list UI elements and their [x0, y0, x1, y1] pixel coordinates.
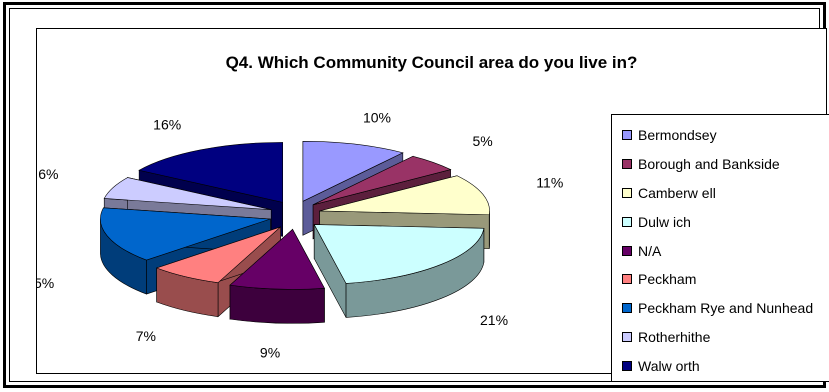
data-label-peckham-rye-and-nunhead: 15%	[37, 275, 54, 291]
legend-item-peckham-rye-and-nunhead: Peckham Rye and Nunhead	[622, 294, 829, 323]
data-label-peckham: 7%	[136, 328, 156, 344]
pie-slice-dulwich	[313, 224, 485, 318]
legend-label: Walw orth	[638, 357, 700, 374]
legend-swatch	[622, 216, 632, 227]
legend-label: Peckham Rye and Nunhead	[638, 300, 814, 317]
legend-swatch	[622, 187, 632, 198]
pie-slice-n-a	[229, 228, 325, 324]
chart-outer-frame: 10% 5% 11% 21% 9% 7% 15% 6% 16% Q4. Which Commun…	[3, 2, 829, 388]
data-label-bermondsey: 10%	[363, 109, 391, 125]
legend-label: Dulw ich	[638, 213, 691, 230]
legend-label: Camberw ell	[638, 184, 716, 201]
data-label-borough-and-bankside: 5%	[472, 133, 492, 149]
data-label-n-a: 9%	[260, 344, 280, 360]
legend-swatch	[622, 303, 632, 314]
legend-label: Bermondsey	[638, 127, 717, 144]
chart-title: Q4. Which Community Council area do you …	[225, 53, 638, 72]
legend: Bermondsey Borough and Bankside Camberw el…	[611, 114, 829, 382]
legend-swatch	[622, 130, 632, 141]
chart-inner-frame: 10% 5% 11% 21% 9% 7% 15% 6% 16% Q4. Which Commun…	[9, 8, 829, 382]
chart-area: 10% 5% 11% 21% 9% 7% 15% 6% 16% Q4. Which Commun…	[36, 28, 829, 382]
legend-item-peckham: Peckham	[622, 265, 829, 294]
legend-swatch	[622, 331, 632, 342]
data-label-walworth: 16%	[153, 117, 181, 133]
legend-label: Peckham	[638, 271, 697, 288]
legend-item-n-a: N/A	[622, 236, 829, 265]
legend-swatch	[622, 360, 632, 371]
legend-item-rotherhithe: Rotherhithe	[622, 323, 829, 352]
legend-swatch	[622, 159, 632, 170]
legend-item-dulwich: Dulw ich	[622, 207, 829, 236]
data-label-dulwich: 21%	[480, 312, 508, 328]
legend-item-borough-and-bankside: Borough and Bankside	[622, 150, 829, 179]
legend-label: Rotherhithe	[638, 328, 711, 345]
legend-item-walworth: Walw orth	[622, 351, 829, 380]
data-label-camberwell: 11%	[536, 175, 563, 191]
legend-label: N/A	[638, 242, 662, 259]
data-label-rotherhithe: 6%	[38, 166, 58, 182]
legend-label: Borough and Bankside	[638, 156, 780, 173]
legend-swatch	[622, 245, 632, 256]
pie-chart: 10% 5% 11% 21% 9% 7% 15% 6% 16%	[37, 109, 563, 360]
legend-item-camberwell: Camberw ell	[622, 179, 829, 208]
legend-swatch	[622, 274, 632, 285]
legend-item-bermondsey: Bermondsey	[622, 121, 829, 150]
